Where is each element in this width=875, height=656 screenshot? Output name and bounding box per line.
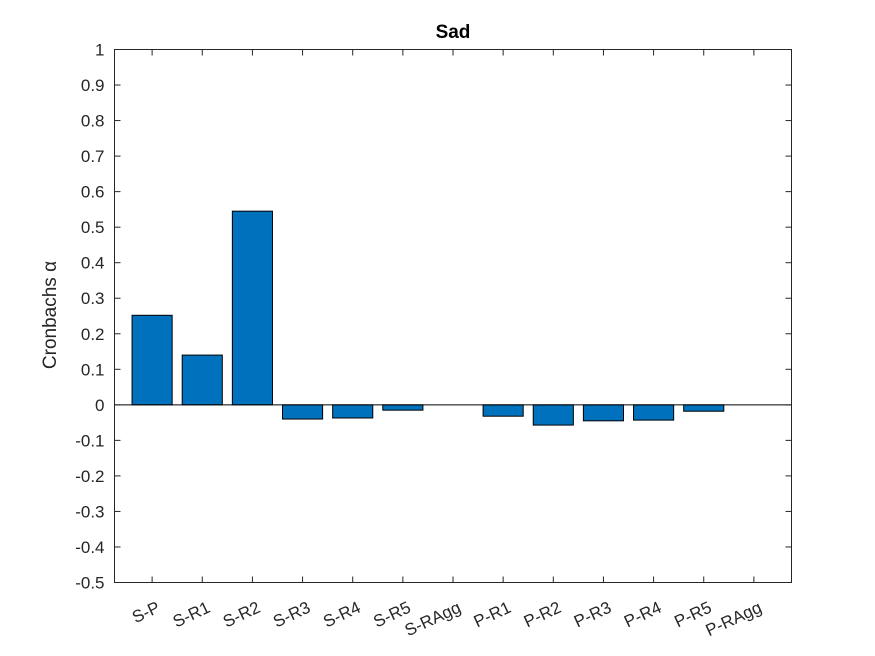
x-tick-label: P-RAgg — [703, 598, 765, 640]
x-tick-label: P-R2 — [521, 598, 564, 632]
y-tick-label: 0.8 — [81, 112, 105, 131]
x-tick-label: S-P — [129, 598, 163, 627]
bar-S-R1 — [181, 354, 223, 406]
x-tick-label: S-R1 — [170, 598, 213, 632]
y-tick-label: 0.3 — [81, 289, 105, 308]
y-tick-label: -0.5 — [75, 574, 104, 593]
y-tick-label: 0.5 — [81, 218, 105, 237]
y-tick-label: 0.6 — [81, 183, 105, 202]
y-tick-label: -0.2 — [75, 467, 104, 486]
x-tick-label: S-R2 — [220, 598, 263, 632]
y-tick-label: 0.2 — [81, 325, 105, 344]
x-tick-label: S-R4 — [320, 598, 363, 632]
bar-P-R1 — [482, 404, 524, 417]
y-axis-label: Cronbachs α — [40, 261, 61, 369]
bar-S-R3 — [281, 404, 324, 420]
plot-area — [114, 49, 792, 583]
y-tick-label: 0.1 — [81, 360, 105, 379]
bar-S-R5 — [382, 404, 424, 411]
y-tick-label: -0.1 — [75, 431, 104, 450]
x-tick-label: P-R4 — [621, 598, 664, 632]
bars-group — [131, 210, 725, 426]
y-tick-label: 0.9 — [81, 76, 105, 95]
bar-P-R2 — [532, 404, 574, 426]
x-tick-label: P-R1 — [471, 598, 514, 632]
y-tick-label: -0.3 — [75, 502, 104, 521]
x-tick-label: P-R3 — [571, 598, 614, 632]
x-tick-label: S-RAgg — [402, 598, 464, 640]
y-tick-label: 1 — [95, 41, 104, 60]
y-axis-ticks: -0.5 -0.4 -0.3 -0.2 -0.1 0 0.1 0.2 0.3 0.4 0.5 0.6 0… — [75, 41, 792, 593]
y-tick-label: 0 — [95, 396, 104, 415]
bar-S-P — [131, 314, 173, 406]
bar-P-R4 — [633, 404, 675, 421]
bar-P-R5 — [683, 404, 725, 412]
bar-S-R2 — [231, 210, 273, 406]
x-tick-label: S-R3 — [270, 598, 313, 632]
y-tick-label: -0.4 — [75, 538, 104, 557]
y-tick-label: 0.7 — [81, 147, 105, 166]
chart-title: Sad — [436, 22, 471, 43]
bar-P-R3 — [582, 404, 625, 422]
bar-S-R4 — [332, 404, 374, 419]
y-tick-label: 0.4 — [81, 254, 105, 273]
